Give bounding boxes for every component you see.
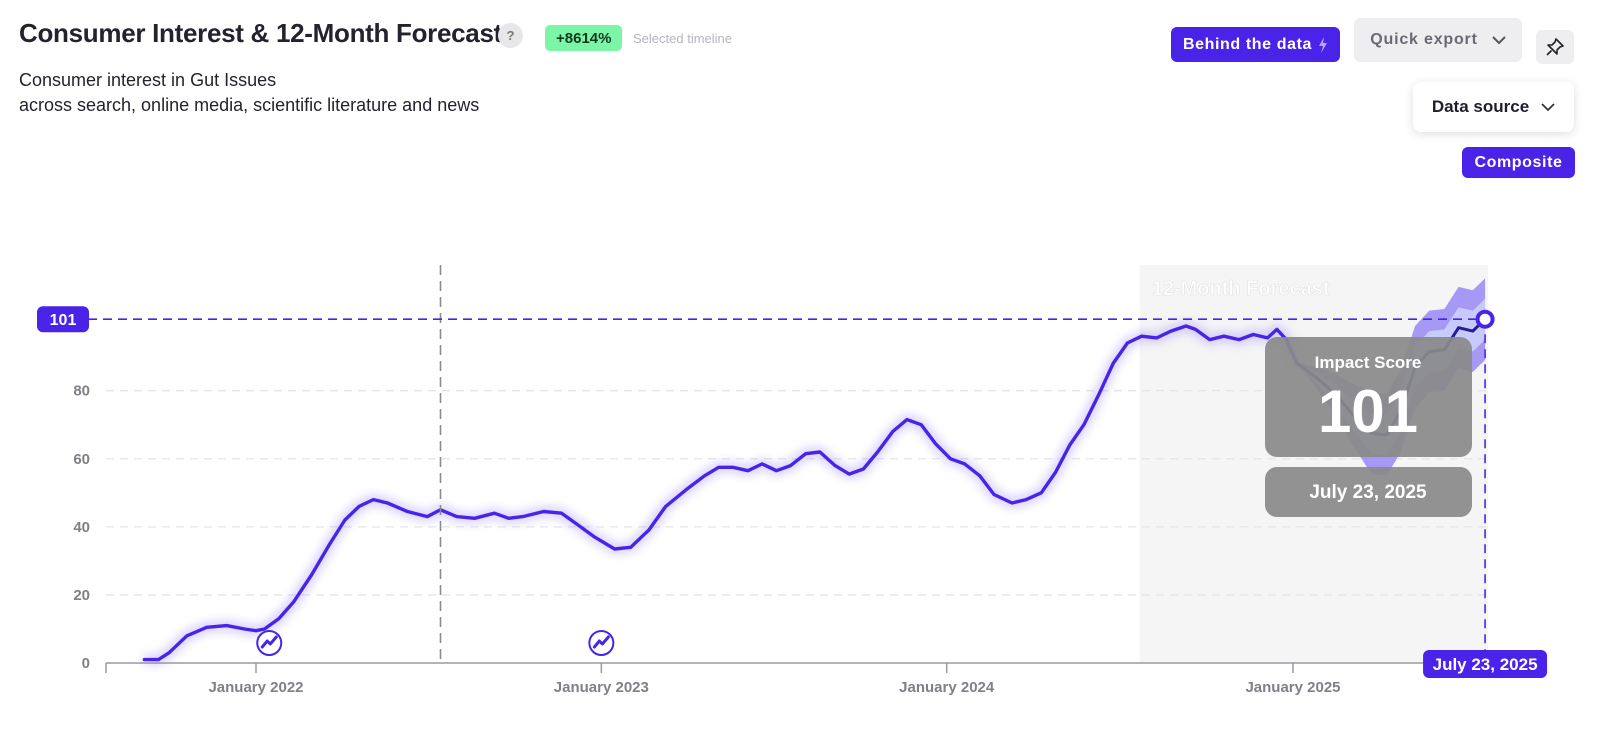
composite-button[interactable]: Composite bbox=[1462, 147, 1575, 178]
change-caption: Selected timeline bbox=[633, 31, 732, 46]
history-line bbox=[142, 324, 1299, 662]
tooltip-date-box bbox=[1265, 467, 1472, 517]
trend-icon bbox=[588, 630, 615, 656]
subtitle-line-2: across search, online media, scientific … bbox=[19, 95, 480, 115]
trend-icon-path bbox=[260, 635, 278, 649]
highlight-value-label: 101 bbox=[50, 312, 77, 329]
chart-title: Consumer Interest & 12-Month Forecast bbox=[19, 18, 502, 48]
chevron-down-icon bbox=[1541, 102, 1555, 111]
quick-export-label: Quick export bbox=[1370, 31, 1478, 48]
forecast-label: 12-Month Forecast bbox=[1152, 278, 1330, 300]
behind-the-data-label: Behind the data bbox=[1182, 35, 1312, 53]
x-tick-label: January 2024 bbox=[899, 679, 995, 696]
y-tick-label: 0 bbox=[82, 655, 90, 672]
trend-icon-path bbox=[592, 635, 610, 649]
data-source-label: Data source bbox=[1431, 97, 1530, 116]
pin-button[interactable] bbox=[1536, 30, 1574, 64]
change-badge: +8614% bbox=[545, 25, 623, 51]
quick-export-button[interactable]: Quick export bbox=[1354, 18, 1522, 62]
chart-subtitle: Consumer interest in Gut Issues across s… bbox=[19, 68, 479, 118]
tooltip-title: Impact Score bbox=[1315, 353, 1422, 372]
trend-icon bbox=[256, 630, 283, 656]
lightning-icon bbox=[1319, 36, 1327, 53]
tooltip-score-box bbox=[1265, 337, 1472, 457]
highlight-point bbox=[1475, 309, 1495, 329]
subtitle-line-1: Consumer interest in Gut Issues bbox=[19, 70, 277, 90]
tooltip-date: July 23, 2025 bbox=[1309, 482, 1427, 503]
history-line-glow bbox=[144, 321, 1301, 665]
y-tick-label: 40 bbox=[73, 519, 90, 536]
behind-the-data-button[interactable]: Behind the data bbox=[1171, 27, 1340, 62]
highlight-date-pill bbox=[1423, 650, 1548, 678]
tooltip-value: 101 bbox=[1318, 378, 1418, 445]
data-source-dropdown[interactable]: Data source bbox=[1413, 82, 1574, 132]
chevron-down-icon bbox=[1491, 35, 1506, 44]
x-tick-label: January 2022 bbox=[208, 679, 303, 696]
y-tick-label: 20 bbox=[73, 587, 90, 604]
x-tick-label: January 2025 bbox=[1245, 679, 1340, 696]
highlight-date-label: July 23, 2025 bbox=[1433, 655, 1538, 674]
pin-icon bbox=[1546, 38, 1564, 56]
y-tick-label: 80 bbox=[73, 383, 90, 400]
x-tick-label: January 2023 bbox=[554, 679, 649, 696]
y-tick-label: 60 bbox=[73, 451, 90, 468]
highlight-value-pill bbox=[37, 306, 89, 333]
help-icon[interactable]: ? bbox=[498, 23, 523, 48]
